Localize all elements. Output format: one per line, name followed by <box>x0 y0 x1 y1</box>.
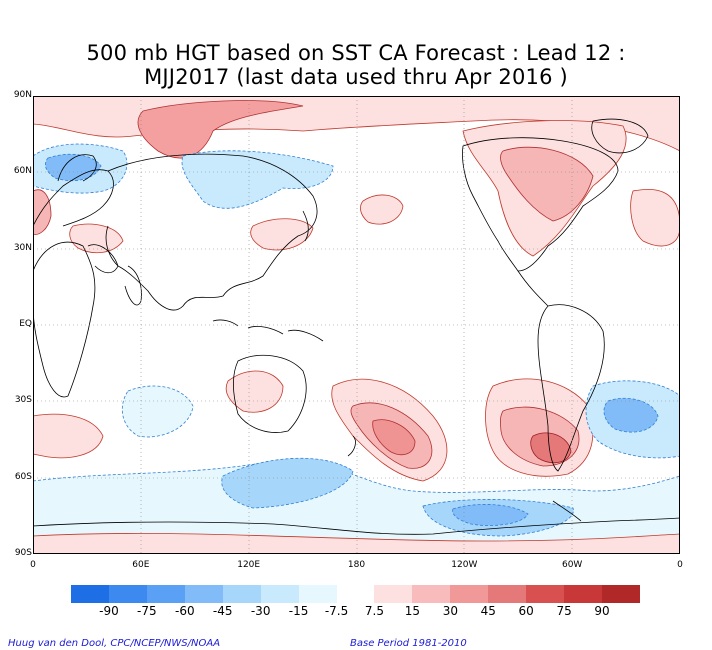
colorbar-swatch <box>450 585 489 603</box>
scandinavia-strong-negative <box>44 153 102 182</box>
x-tick-label: 60E <box>132 560 150 570</box>
colorbar-swatch <box>146 585 186 603</box>
north-pacific-positive <box>360 194 404 225</box>
coastlines <box>33 118 680 535</box>
colorbar-swatch <box>260 585 300 603</box>
y-tick-label: 60N <box>13 166 32 177</box>
south-atlantic-core-positive <box>530 432 572 464</box>
colorbar-label: 75 <box>556 604 572 618</box>
colorbar-swatch <box>222 585 262 603</box>
ross-sea-strong-negative <box>452 504 529 526</box>
colorbar-label: -7.5 <box>324 604 349 618</box>
colorbar-swatch <box>336 585 375 603</box>
y-tick-label: EQ <box>19 319 32 329</box>
south-pole-positive <box>33 533 680 554</box>
colorbar-swatch <box>108 585 148 603</box>
y-tick-label: 90S <box>14 548 32 558</box>
colorbar-label: 30 <box>442 604 458 618</box>
colorbar-swatch <box>488 585 527 603</box>
antarctic-stronger-negative <box>221 457 354 509</box>
south-indian-negative <box>121 385 194 438</box>
gridlines <box>33 96 680 554</box>
arctic-strong-positive <box>137 100 304 159</box>
south-pacific-core-positive <box>372 419 416 456</box>
colorbar-label: -75 <box>137 604 157 618</box>
footer-base-period: Base Period 1981-2010 <box>350 638 467 649</box>
south-indian-positive <box>33 413 104 459</box>
colorbar-label: -90 <box>99 604 119 618</box>
colorbar-label: -45 <box>212 604 233 618</box>
anomaly-map <box>33 96 680 554</box>
colorbar-swatch <box>412 585 451 603</box>
central-asia-negative <box>181 150 334 209</box>
map-border <box>33 96 680 554</box>
y-tick-label: 30N <box>13 242 32 253</box>
colorbar-label: -15 <box>288 604 309 618</box>
colorbar-label: 15 <box>404 604 421 618</box>
x-tick-label: 120E <box>237 560 261 570</box>
australia-positive <box>225 370 284 413</box>
x-tick-label: 60W <box>561 560 583 570</box>
south-atlantic-east-strong-negative <box>603 397 659 433</box>
colorbar-swatch <box>298 585 338 603</box>
japan-positive <box>250 218 314 251</box>
colorbar-swatch <box>564 585 603 603</box>
x-tick-label: 0 <box>677 560 683 570</box>
colorbar-label: 90 <box>594 604 610 618</box>
x-tick-label: 180 <box>347 560 366 570</box>
europe-positive <box>33 189 52 235</box>
india-positive <box>69 223 124 254</box>
colorbar-swatch <box>184 585 224 603</box>
y-tick-label: 90N <box>13 90 32 100</box>
y-tick-label: 60S <box>14 471 32 482</box>
colorbar-swatch <box>602 585 641 603</box>
colorbar-swatch <box>71 585 110 603</box>
colorbar-label: 60 <box>518 604 534 618</box>
north-america-stronger-positive <box>500 146 594 222</box>
y-tick-label: 30S <box>14 395 32 406</box>
x-tick-label: 0 <box>30 560 36 570</box>
x-tick-label: 120W <box>451 560 478 570</box>
footer-credit: Huug van den Dool, CPC/NCEP/NWS/NOAA <box>8 638 221 649</box>
chart-title-line2: MJJ2017 (last data used thru Apr 2016 ) <box>144 65 568 89</box>
colorbar-label: -60 <box>174 604 195 618</box>
chart-title-line1: 500 mb HGT based on SST CA Forecast : Le… <box>86 41 626 65</box>
colorbar-label: 45 <box>480 604 496 618</box>
colorbar-label: 7.5 <box>364 604 384 618</box>
colorbar-label: -30 <box>250 604 271 618</box>
colorbar-swatch <box>526 585 565 603</box>
atlantic-positive <box>630 188 680 247</box>
colorbar-swatch <box>374 585 413 603</box>
